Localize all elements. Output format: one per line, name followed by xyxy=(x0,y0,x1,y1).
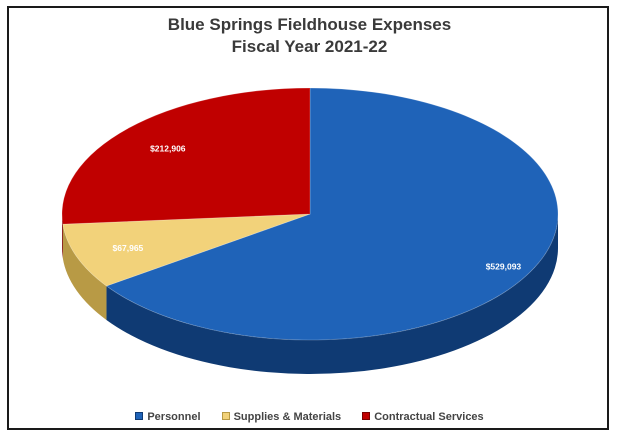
legend-item-supplies: Supplies & Materials xyxy=(221,411,342,423)
pie-slice-contractual xyxy=(61,87,311,225)
chart-legend: Personnel Supplies & Materials Contractu… xyxy=(0,411,619,423)
data-label-contractual: $212,906 xyxy=(150,143,186,153)
pie-data-labels: $529,093 $67,965 $212,906 xyxy=(113,143,522,271)
pie-slices xyxy=(61,87,559,341)
legend-item-contractual: Contractual Services xyxy=(362,411,484,423)
pie-side-contractual xyxy=(62,214,63,259)
pie-side-personnel xyxy=(106,214,559,375)
chart-subtitle: Fiscal Year 2021-22 xyxy=(231,37,388,56)
legend-swatch-personnel xyxy=(135,412,144,420)
chart-title: Blue Springs Fieldhouse Expenses xyxy=(167,15,452,34)
pie-slice-personnel xyxy=(105,87,559,341)
pie-slice-supplies xyxy=(62,213,311,287)
pie-side-supplies xyxy=(62,224,107,320)
legend-label-contractual: Contractual Services xyxy=(374,411,484,423)
pie-sides xyxy=(62,214,559,375)
data-label-personnel: $529,093 xyxy=(486,261,522,271)
chart-title-block: Blue Springs Fieldhouse Expenses Fiscal … xyxy=(0,14,619,58)
legend-label-personnel: Personnel xyxy=(147,411,201,423)
legend-label-supplies: Supplies & Materials xyxy=(233,411,342,423)
data-label-supplies: $67,965 xyxy=(113,243,144,253)
legend-swatch-contractual xyxy=(362,412,371,420)
legend-swatch-supplies xyxy=(221,412,230,420)
legend-item-personnel: Personnel xyxy=(135,411,201,423)
